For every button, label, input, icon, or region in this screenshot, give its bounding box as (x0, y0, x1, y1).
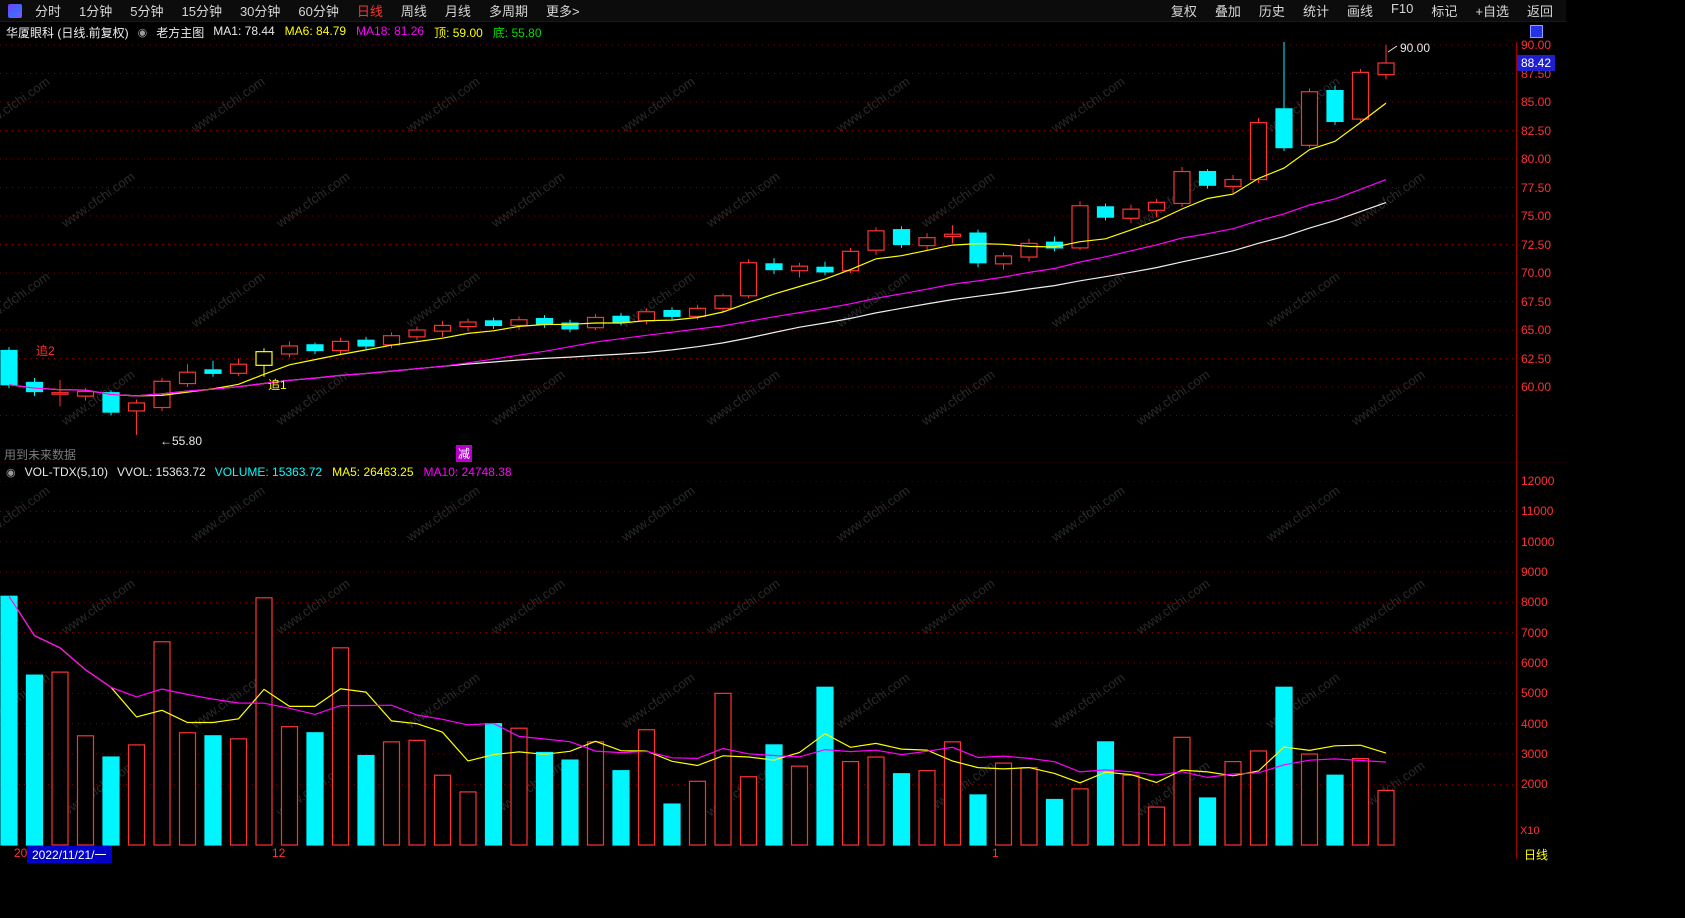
menu-item-画线[interactable]: 画线 (1346, 4, 1373, 19)
menu-item-叠加[interactable]: 叠加 (1214, 4, 1241, 19)
menu-item-1分钟[interactable]: 1分钟 (79, 4, 113, 19)
menu-item-5分钟[interactable]: 5分钟 (130, 4, 164, 19)
info-bar: 华厦眼科 (日线.前复权) ◉ 老方主图 MA1: 78.44 MA6: 84.7… (0, 22, 1566, 42)
volume-chart-canvas[interactable] (0, 481, 1516, 846)
date-axis-bar: 20 2022/11/21/一 日线 12 1 (0, 846, 1566, 863)
ma-value: 底: 55.80 (492, 25, 542, 40)
price-gridlines (0, 44, 1516, 416)
price-axis-label: 82.50 (1521, 123, 1552, 138)
menu-item-F10[interactable]: F10 (1390, 1, 1414, 16)
volume-multiplier-label: X10 (1520, 825, 1540, 837)
ma-value: 顶: 59.00 (434, 25, 483, 40)
menu-item-月线[interactable]: 月线 (444, 4, 471, 19)
app-icon (8, 3, 22, 18)
volume-axis-label: 11000 (1521, 504, 1554, 519)
menu-item-复权[interactable]: 复权 (1170, 4, 1197, 19)
price-axis-label: 65.00 (1521, 323, 1552, 337)
jian-badge: 减 (456, 445, 473, 462)
menu-item-60分钟[interactable]: 60分钟 (298, 4, 339, 19)
menu-item-周线[interactable]: 周线 (400, 4, 427, 19)
layout-window-icon[interactable] (1530, 25, 1543, 38)
indicator-dot-icon: ◉ (137, 26, 148, 39)
price-axis-label: 80.00 (1521, 152, 1552, 166)
volume-axis-label: 8000 (1521, 595, 1548, 610)
volume-gridlines (0, 481, 1516, 785)
volume-chart-panel: X10 12000 11000 10000 9000 8000 7000 6000 5000 4… (0, 474, 1566, 846)
price-axis-label: 85.00 (1521, 95, 1552, 109)
menu-item-多周期[interactable]: 多周期 (488, 4, 528, 19)
axis-left-tick: 20 (14, 846, 28, 860)
high-price-marker: 90.00 (1400, 41, 1431, 55)
volume-axis-label: 10000 (1521, 534, 1555, 549)
volume-axis-label: 4000 (1521, 716, 1548, 731)
stock-title: 华厦眼科 (日线.前复权) (6, 25, 129, 40)
trading-app-window: 分时 1分钟 5分钟 15分钟 30分钟 60分钟 日线 周线 月线 多周期 更多> 复权 叠加 历史统… (0, 0, 1566, 863)
ma-lines (8, 102, 1387, 397)
high-marker-pointer (1387, 45, 1398, 53)
volume-axis-label: 6000 (1521, 656, 1548, 670)
current-price-badge: 88.42 (1517, 55, 1556, 71)
price-axis-label: 70.00 (1521, 266, 1552, 280)
chase-1-label: 追1 (268, 378, 287, 392)
chase-2-label: 追2 (36, 344, 55, 358)
month-tick: 12 (272, 846, 286, 860)
price-axis-label: 62.50 (1521, 351, 1552, 366)
vvol-value: VVOL: 15363.72 (116, 465, 206, 479)
period-menu: 分时 1分钟 5分钟 15分钟 30分钟 60分钟 日线 周线 月线 多周期 更多> (26, 1, 589, 20)
menu-item-15分钟[interactable]: 15分钟 (181, 4, 222, 19)
price-axis-label: 72.50 (1521, 237, 1552, 252)
menu-item-+自选[interactable]: +自选 (1475, 4, 1509, 19)
candles (0, 42, 1395, 435)
menu-item-30分钟[interactable]: 30分钟 (239, 4, 281, 19)
menu-item-分时[interactable]: 分时 (35, 4, 62, 19)
main-indicator-name[interactable]: 老方主图 (156, 25, 205, 40)
volume-ma-value: MA10: 24748.38 (423, 465, 512, 479)
menu-item-更多>[interactable]: 更多> (545, 4, 580, 19)
future-data-note: 用到未来数据 (4, 448, 77, 462)
menu-item-历史[interactable]: 历史 (1258, 4, 1285, 19)
top-menu-bar: 分时 1分钟 5分钟 15分钟 30分钟 60分钟 日线 周线 月线 多周期 更多> 复权 叠加 历史 统… (0, 0, 1566, 22)
volume-ma-lines (8, 595, 1387, 784)
price-axis-label: 77.50 (1521, 180, 1552, 195)
volume-indicator-title[interactable]: VOL-TDX(5,10) (24, 465, 108, 479)
price-axis-label: 90.00 (1521, 38, 1552, 52)
main-chart-canvas[interactable] (0, 42, 1516, 462)
price-axis-label: 60.00 (1521, 380, 1552, 394)
volume-ma-value: MA5: 26463.25 (332, 465, 414, 479)
menu-item-统计[interactable]: 统计 (1302, 4, 1329, 19)
price-axis-label: 75.00 (1521, 209, 1552, 223)
volume-value-list: VOLUME: 15363.72 MA5: 26463.25 MA10: 24748… (215, 465, 512, 479)
volume-header: ◉ VOL-TDX(5,10) VVOL: 15363.72 VOLUME: 1… (0, 462, 1566, 481)
volume-axis-label: 2000 (1521, 777, 1548, 792)
ma-value: MA18: 81.26 (356, 23, 425, 38)
menu-item-返回[interactable]: 返回 (1526, 4, 1553, 19)
volume-ma-value: VOLUME: 15363.72 (214, 465, 323, 479)
menu-item-日线[interactable]: 日线 (356, 4, 383, 19)
period-label[interactable]: 日线 (1524, 848, 1549, 862)
volume-axis-label: 5000 (1521, 686, 1548, 701)
cursor-date-label: 2022/11/21/一 (27, 846, 112, 863)
main-chart-panel: 90.00 87.50 85.00 82.50 80.00 77.50 75.00 72.50… (0, 38, 1566, 462)
volume-axis-label: 12000 (1521, 474, 1555, 488)
ma-value: MA1: 78.44 (213, 23, 275, 38)
volume-bars (0, 595, 1395, 846)
volume-indicator-dot-icon: ◉ (6, 466, 16, 479)
volume-axis-label: 9000 (1521, 565, 1548, 579)
low-price-marker: ←55.80 (160, 434, 203, 448)
volume-axis-label: 7000 (1521, 625, 1548, 640)
volume-axis-label: 3000 (1521, 747, 1548, 761)
price-axis-label: 67.50 (1521, 294, 1552, 309)
ma-value: MA6: 84.79 (284, 23, 347, 38)
axis-border-line (1516, 42, 1517, 859)
ma-value-list: MA1: 78.44 MA6: 84.79 MA18: 81.26 顶: 59.00 底… (213, 24, 541, 41)
month-tick: 1 (992, 846, 999, 860)
menu-item-标记[interactable]: 标记 (1431, 4, 1458, 19)
tools-menu: 复权 叠加 历史 统计 画线 F10 标记 +自选 返回 (1162, 1, 1562, 20)
